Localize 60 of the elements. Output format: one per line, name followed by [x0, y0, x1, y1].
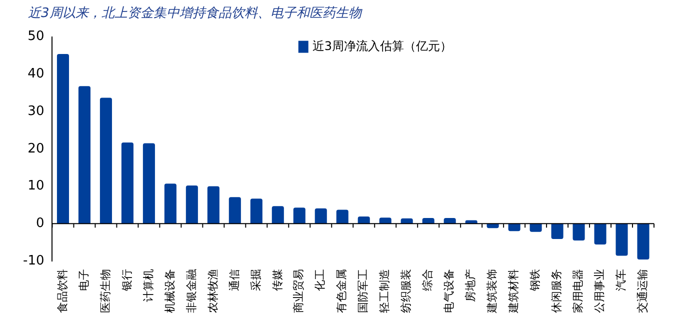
- x-tick-label: 传媒: [270, 269, 284, 291]
- x-tick-label: 农林牧渔: [206, 269, 220, 313]
- bar: [293, 208, 306, 224]
- x-tick-label: 家用电器: [572, 269, 585, 313]
- x-tick-label: 计算机: [142, 269, 155, 302]
- y-tick-label: 40: [28, 66, 44, 82]
- y-tick-label: 50: [28, 29, 44, 44]
- x-tick-label: 公用事业: [593, 269, 606, 313]
- x-tick-label: 综合: [421, 269, 434, 291]
- bar: [572, 224, 585, 240]
- bar: [207, 186, 220, 224]
- bar: [358, 216, 370, 224]
- bar: [530, 224, 542, 232]
- chart-title: 近3周以来，北上资金集中增持食品饮料、电子和医药生物: [28, 5, 362, 22]
- legend-label: 近3周净流入估算（亿元）: [312, 38, 452, 53]
- bar: [314, 208, 327, 224]
- x-tick-label: 休闲服务: [550, 269, 564, 313]
- x-tick-label: 银行: [120, 269, 134, 292]
- y-tick-label: 20: [28, 141, 44, 156]
- y-tick-label: 10: [28, 178, 44, 194]
- x-tick-label: 化工: [314, 269, 327, 291]
- bar: [228, 197, 241, 224]
- x-tick-label: 机械设备: [163, 269, 176, 313]
- x-tick-label: 食品饮料: [56, 269, 69, 313]
- bar: [186, 186, 198, 224]
- bar: [78, 86, 90, 224]
- bar: [508, 224, 520, 232]
- x-tick-label: 电气设备: [442, 269, 456, 313]
- bar: [100, 98, 112, 224]
- x-tick-label: 交通运输: [636, 269, 650, 313]
- bar: [121, 142, 134, 224]
- bar: [551, 224, 564, 239]
- y-tick-label: 0: [36, 216, 44, 232]
- x-tick-label: 医药生物: [98, 269, 112, 313]
- x-tick-label: 国防军工: [356, 269, 370, 313]
- x-tick-label: 纺织服装: [400, 269, 413, 313]
- bar: [594, 224, 606, 245]
- x-tick-label: 采掘: [249, 269, 262, 291]
- x-tick-label: 汽车: [614, 269, 628, 291]
- bar: [379, 218, 392, 224]
- x-tick-label: 轻工制造: [378, 269, 392, 313]
- x-tick-label: 非银金融: [184, 269, 198, 313]
- bar: [250, 198, 262, 224]
- x-tick-label: 商业贸易: [292, 269, 306, 313]
- bar: [336, 210, 348, 224]
- bar: [56, 54, 69, 224]
- x-tick-label: 建筑装饰: [486, 269, 499, 314]
- x-tick-label: 电子: [77, 269, 90, 291]
- x-tick-label: 有色金属: [335, 269, 348, 313]
- bar: [164, 184, 176, 224]
- y-tick-label: -10: [23, 253, 44, 268]
- x-tick-label: 建筑材料: [507, 269, 520, 314]
- x-tick-label: 房地产: [464, 269, 478, 302]
- y-tick-label: 30: [28, 104, 44, 119]
- bar: [637, 224, 650, 260]
- bar: [272, 206, 284, 224]
- bar: [142, 143, 155, 224]
- bar: [616, 224, 628, 256]
- x-tick-label: 通信: [228, 269, 241, 291]
- x-tick-label: 钢铁: [528, 269, 542, 292]
